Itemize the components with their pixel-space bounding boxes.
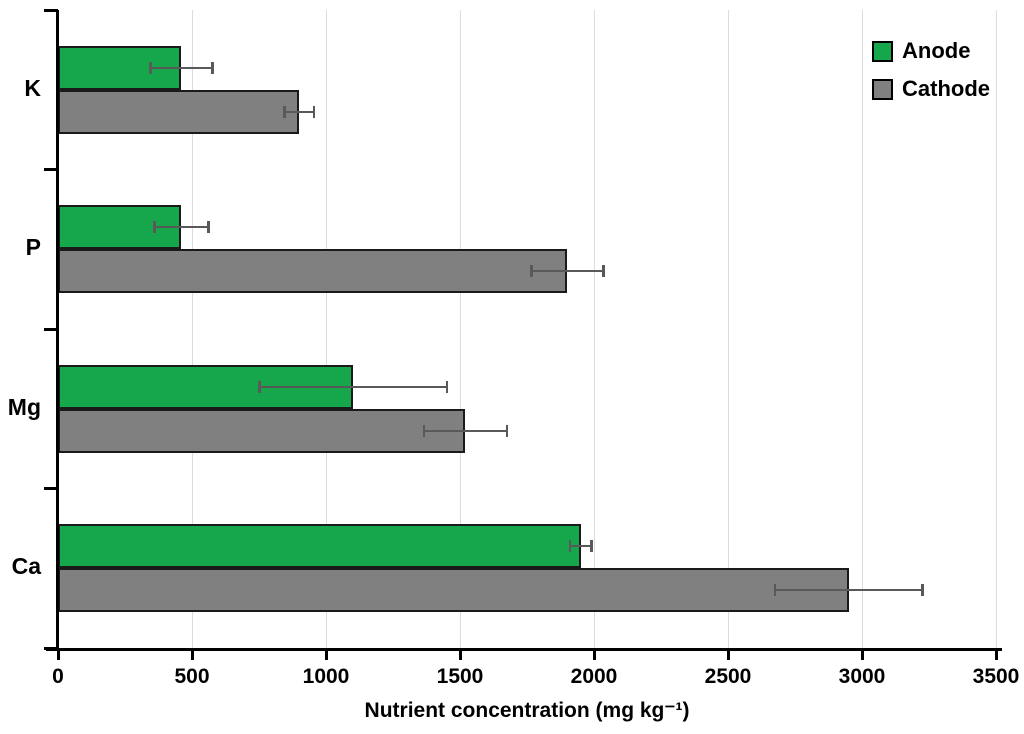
x-tick-label-1500: 1500 <box>436 665 484 688</box>
error-bar-cap <box>602 265 605 278</box>
y-axis-line <box>56 10 59 651</box>
legend-item-cathode: Cathode <box>872 78 990 100</box>
error-bar-anode-ca <box>569 545 592 548</box>
legend: Anode Cathode <box>872 40 990 100</box>
x-axis-tick <box>56 651 60 660</box>
bar-cathode-p <box>58 249 568 294</box>
legend-label-cathode: Cathode <box>902 76 990 101</box>
bar-cathode-mg <box>58 408 466 453</box>
y-axis-tick <box>44 8 58 12</box>
error-bar-cap <box>312 105 316 118</box>
x-axis-tick <box>726 651 730 660</box>
x-tick-label-500: 500 <box>174 665 210 688</box>
gridline-2000 <box>593 10 595 648</box>
error-bar-cathode-k <box>284 110 314 113</box>
error-bar-cap <box>921 584 924 597</box>
x-axis-tick <box>860 651 864 660</box>
error-bar-cap <box>211 61 214 74</box>
y-axis-tick <box>44 327 58 331</box>
x-axis-tick <box>458 651 462 660</box>
error-bar-cap <box>568 540 572 553</box>
error-bar-anode-k <box>150 66 213 69</box>
error-bar-cathode-ca <box>774 589 923 592</box>
legend-swatch-anode <box>872 40 893 62</box>
y-tick-label-k: K <box>24 74 41 101</box>
x-tick-label-1000: 1000 <box>302 665 350 688</box>
y-tick-label-p: P <box>25 234 41 261</box>
x-axis-line <box>46 648 1002 651</box>
error-bar-cap <box>445 380 449 393</box>
gridline-2500 <box>727 10 729 648</box>
y-axis-tick <box>44 487 58 490</box>
error-bar-cap <box>773 584 777 597</box>
gridline-3500 <box>995 10 997 648</box>
x-axis-tick <box>592 651 596 660</box>
gridline-3000 <box>861 10 863 648</box>
error-bar-cap <box>153 221 156 234</box>
bar-cathode-k <box>58 89 300 134</box>
legend-swatch-cathode <box>872 78 893 100</box>
error-bar-cap <box>283 105 286 118</box>
error-bar-cap <box>505 424 509 437</box>
y-tick-label-mg: Mg <box>7 393 41 420</box>
x-tick-label-2000: 2000 <box>570 665 618 688</box>
error-bar-cap <box>149 61 152 74</box>
error-bar-anode-mg <box>259 385 447 388</box>
error-bar-cathode-mg <box>423 429 507 432</box>
x-tick-label-0: 0 <box>52 665 64 688</box>
bar-anode-ca <box>58 524 581 569</box>
x-tick-label-3500: 3500 <box>972 665 1020 688</box>
error-bar-cap <box>422 424 426 437</box>
gridline-1500 <box>459 10 461 648</box>
gridline-500 <box>191 10 193 648</box>
error-bar-cap <box>530 265 533 278</box>
x-tick-label-3000: 3000 <box>838 665 886 688</box>
legend-item-anode: Anode <box>872 40 990 62</box>
bar-cathode-ca <box>58 568 849 613</box>
y-tick-label-ca: Ca <box>11 553 41 580</box>
gridline-1000 <box>325 10 327 648</box>
error-bar-anode-p <box>154 226 209 229</box>
x-tick-label-2500: 2500 <box>704 665 752 688</box>
legend-label-anode: Anode <box>902 38 971 63</box>
y-axis-tick <box>44 168 58 171</box>
x-axis-tick <box>324 651 328 660</box>
error-bar-cap <box>590 540 593 553</box>
x-axis-title: Nutrient concentration (mg kg⁻¹) <box>364 699 690 722</box>
x-axis-tick <box>994 651 998 660</box>
error-bar-cap <box>207 221 210 234</box>
x-axis-tick <box>190 651 194 660</box>
error-bar-cathode-p <box>531 270 604 273</box>
error-bar-cap <box>258 380 261 393</box>
